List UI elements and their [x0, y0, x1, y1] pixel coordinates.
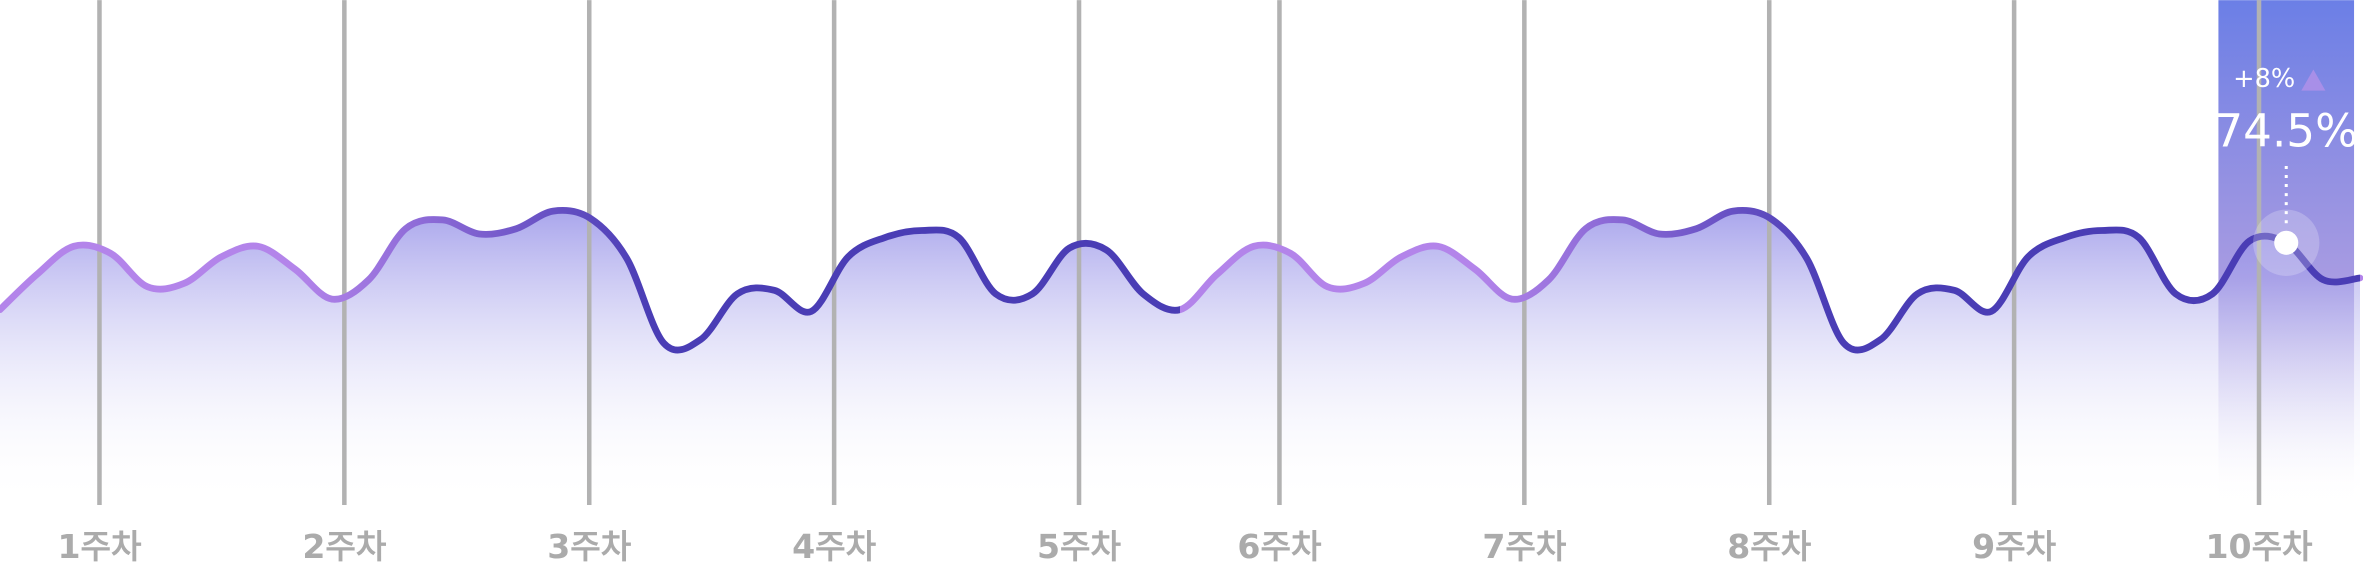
area [0, 210, 2360, 506]
x-tick-label: 9주차 [1972, 527, 2057, 566]
value-label: 74.5% [2214, 104, 2358, 157]
up-triangle [2301, 69, 2326, 91]
x-tick-label: 8주차 [1727, 527, 1812, 566]
x-tick-label: 7주차 [1482, 527, 1567, 566]
x-tick-label: 3주차 [547, 527, 632, 566]
x-tick-label: 1주차 [57, 527, 142, 566]
x-tick-label: 2주차 [302, 527, 387, 566]
line [0, 206, 2363, 354]
x-tick-label: 6주차 [1237, 527, 1322, 566]
x-tick-label: 4주차 [792, 527, 877, 566]
x-tick-label: 10주차 [2205, 527, 2313, 566]
x-tick-label: 5주차 [1037, 527, 1122, 566]
highlight-point [2274, 230, 2299, 255]
change-label: +8% [2233, 64, 2295, 94]
